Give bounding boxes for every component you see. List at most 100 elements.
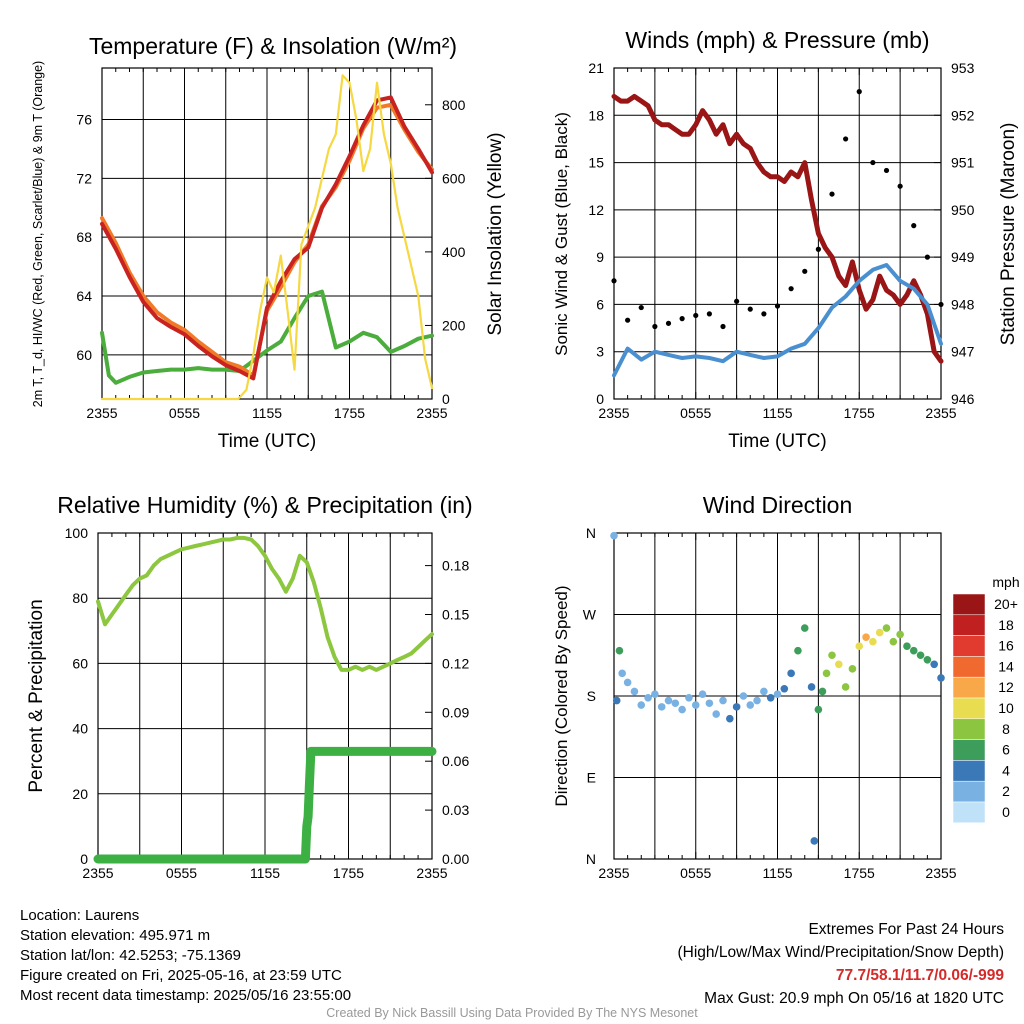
dir-legend-label: 6 — [1002, 742, 1010, 758]
rh-xtick-label: 2355 — [416, 865, 447, 881]
dir-legend-swatch — [952, 801, 986, 824]
rh-ytick-label: 80 — [72, 590, 88, 606]
temp-ytick-right-label: 800 — [442, 97, 466, 113]
wind-ytick-label: 18 — [588, 107, 604, 123]
dir-ytick-label: N — [586, 525, 596, 541]
dir-point — [746, 701, 755, 709]
wind-ytick-right-label: 950 — [951, 202, 975, 218]
wind-ytick-right-label: 952 — [951, 107, 975, 123]
wind-gust-point — [911, 223, 917, 229]
dir-legend-swatch — [952, 676, 986, 699]
wind-gust-point — [870, 159, 876, 166]
temp-ytick-label: 72 — [76, 170, 92, 186]
wind-ytick-right-label: 947 — [951, 344, 975, 360]
wind-ylabel-left: Sonic Wind & Gust (Blue, Black) — [552, 112, 571, 356]
dir-point — [818, 687, 827, 696]
wind-gust-point — [679, 316, 685, 322]
dir-point — [726, 714, 734, 723]
dir-point — [841, 683, 850, 691]
dir-point — [896, 630, 904, 639]
dir-point — [664, 696, 673, 705]
temp-xtick-label: 2355 — [86, 405, 117, 421]
wind-gust-point — [720, 323, 726, 330]
temp-xlabel: Time (UTC) — [218, 431, 317, 452]
dir-point — [855, 642, 864, 650]
dir-legend-label: 2 — [1002, 783, 1010, 799]
rh-ytick-label: 20 — [72, 786, 88, 802]
rh-ylabel-left: Percent & Precipitation — [26, 599, 47, 792]
wind-gust-point — [788, 286, 794, 292]
wind-xlabel: Time (UTC) — [728, 431, 827, 452]
dir-point — [822, 669, 831, 678]
wind-gust-point — [815, 246, 821, 252]
wind-gust-point — [774, 303, 781, 309]
wind-ytick-label: 21 — [588, 60, 604, 76]
dir-point — [787, 669, 795, 678]
wind-ytick-right-label: 948 — [951, 296, 975, 312]
temp-xtick-label: 2355 — [416, 405, 447, 421]
dir-point — [800, 624, 809, 632]
temp-ytick-right-label: 400 — [442, 244, 466, 260]
wind-gust-point — [625, 317, 631, 323]
dir-point — [916, 651, 925, 660]
temp-series-t2m — [100, 95, 434, 381]
dir-ytick-label: E — [587, 770, 596, 786]
temp-xtick-label: 0555 — [169, 405, 200, 421]
dir-point — [630, 687, 639, 696]
station-info: Location: Laurens Station elevation: 495… — [20, 906, 351, 1006]
dir-point — [719, 696, 727, 705]
wind-ytick-label: 15 — [588, 155, 604, 171]
wind-ytick-label: 9 — [596, 249, 604, 265]
wind-gust-point — [693, 312, 699, 319]
dir-legend-label: 20+ — [994, 596, 1018, 612]
wind-ytick-right-label: 946 — [951, 391, 975, 407]
wind-ytick-label: 12 — [588, 202, 604, 218]
dir-xtick-label: 0555 — [680, 865, 711, 881]
wind-ytick-label: 6 — [596, 296, 604, 312]
temp-title: Temperature (F) & Insolation (W/m²) — [89, 33, 457, 59]
temp-xtick-label: 1155 — [252, 405, 282, 421]
dir-ytick-label: S — [587, 688, 596, 704]
dir-point — [807, 683, 816, 691]
wind-xtick-label: 1155 — [762, 405, 792, 421]
dir-legend-label: 18 — [998, 617, 1014, 633]
wind-gust-point — [652, 323, 658, 330]
wind-ylabel-right: Station Pressure (Maroon) — [998, 123, 1019, 346]
dir-point — [773, 690, 782, 698]
dir-point — [732, 703, 741, 711]
temp-ylabel-left: 2m T, T_d, HI/WC (Red, Green, Scarlet/Bl… — [31, 61, 45, 407]
dir-point — [610, 531, 618, 540]
wind-ytick-right-label: 951 — [951, 155, 975, 171]
dir-point — [810, 837, 819, 845]
dir-title: Wind Direction — [703, 492, 853, 518]
dir-point — [903, 642, 911, 650]
dir-point — [705, 699, 714, 708]
rh-ytick-right-label: 0.03 — [442, 802, 469, 818]
wind-series-wind — [612, 263, 943, 378]
temp-ytick-right-label: 200 — [442, 317, 466, 333]
dir-ytick-label: W — [583, 607, 597, 623]
wind-xtick-label: 2355 — [598, 405, 629, 421]
credit-line: Created By Nick Bassill Using Data Provi… — [326, 1006, 698, 1020]
dir-legend-swatch — [952, 697, 986, 720]
rh-ytick-right-label: 0.06 — [442, 753, 469, 769]
dir-point — [923, 655, 932, 664]
dir-legend-label: 14 — [998, 658, 1014, 674]
dir-legend-label: 12 — [998, 679, 1014, 695]
dir-point — [835, 660, 843, 669]
rh-xtick-label: 2355 — [82, 865, 113, 881]
wind-gust-point — [843, 136, 849, 142]
dir-point — [780, 684, 789, 693]
wind-xtick-label: 2355 — [925, 405, 956, 421]
rh-xtick-label: 1755 — [333, 865, 364, 881]
dir-point — [612, 696, 621, 705]
dir-point — [618, 669, 626, 678]
dir-legend-swatch — [952, 614, 986, 636]
dir-legend-swatch — [952, 718, 986, 740]
station-elevation: Station elevation: 495.971 m — [20, 927, 211, 944]
dir-legend-label: 10 — [998, 700, 1014, 716]
dir-point — [712, 710, 720, 718]
rh-ytick-right-label: 0.15 — [442, 607, 469, 623]
dir-point — [862, 633, 870, 641]
